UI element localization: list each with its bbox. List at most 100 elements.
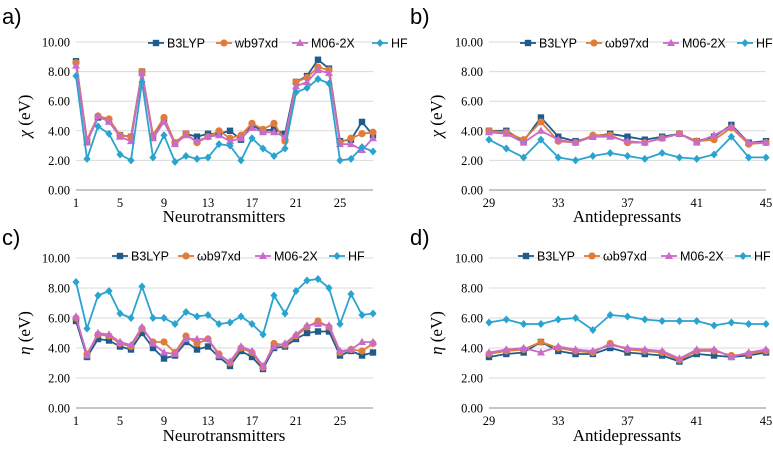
data-point	[303, 321, 311, 329]
data-point	[204, 153, 212, 162]
data-point	[248, 123, 256, 131]
legend-swatch-marker	[152, 39, 160, 47]
series-HF	[72, 72, 377, 166]
y-axis-unit: (eV)	[427, 311, 446, 342]
y-tick-label: 2.00	[461, 154, 483, 168]
data-point	[303, 329, 311, 337]
data-point	[138, 68, 146, 77]
data-point	[72, 312, 80, 320]
legend-label: HF	[754, 250, 771, 264]
data-point	[149, 314, 157, 322]
legend-swatch-marker	[590, 39, 598, 47]
data-point	[160, 131, 168, 140]
data-point	[127, 314, 135, 322]
data-point	[589, 151, 597, 160]
data-point	[693, 154, 701, 163]
data-point	[105, 117, 113, 125]
data-point	[588, 346, 597, 354]
data-point	[358, 118, 366, 126]
data-point	[193, 334, 201, 342]
y-tick-label: 6.00	[48, 312, 70, 326]
data-point	[554, 135, 563, 143]
data-point	[248, 119, 256, 127]
series-line	[75, 316, 373, 367]
x-tick-label: 5	[117, 414, 123, 428]
data-point	[369, 349, 377, 356]
panel-letter: d)	[410, 225, 430, 250]
series-HF	[485, 311, 770, 334]
legend-label: B3LYP	[539, 37, 577, 51]
data-point	[325, 68, 333, 77]
data-point	[281, 144, 289, 153]
data-point	[710, 345, 719, 353]
data-point	[554, 153, 562, 162]
data-point	[72, 72, 80, 81]
data-point	[347, 154, 355, 163]
y-axis-unit: (eV)	[427, 95, 446, 126]
data-point	[259, 361, 267, 369]
data-point	[536, 126, 545, 134]
data-point	[347, 139, 355, 148]
data-point	[127, 340, 135, 348]
y-axis-label: η (eV)	[15, 311, 34, 355]
data-point	[171, 349, 179, 357]
data-point	[347, 345, 355, 353]
data-point	[270, 151, 278, 160]
data-point	[94, 335, 102, 343]
data-point	[520, 153, 528, 162]
data-point	[624, 133, 631, 140]
x-tick-label: 29	[483, 196, 496, 210]
x-tick-label: 33	[552, 196, 565, 210]
legend-label: B3LYP	[167, 37, 205, 51]
series-HF	[485, 132, 770, 165]
data-point	[281, 309, 289, 318]
data-point	[138, 282, 146, 291]
x-axis-label: Antidepressants	[573, 207, 682, 226]
data-point	[762, 138, 770, 146]
data-point	[160, 355, 168, 362]
data-point	[571, 345, 580, 353]
legend-swatch-marker	[296, 38, 304, 46]
legend-swatch-marker	[741, 39, 749, 47]
data-point	[204, 132, 212, 140]
data-point	[325, 321, 333, 329]
data-point	[248, 134, 256, 143]
data-point	[248, 346, 256, 354]
data-point	[171, 320, 179, 328]
data-point	[485, 318, 493, 327]
data-point	[358, 143, 366, 152]
data-point	[105, 129, 113, 138]
data-point	[519, 138, 528, 146]
legend: B3LYP ωb97xd M06-2X HF	[112, 250, 365, 264]
legend-swatch-marker	[220, 39, 228, 47]
x-tick-label: 5	[117, 196, 123, 210]
data-point	[72, 278, 80, 286]
data-point	[303, 276, 311, 285]
data-point	[762, 345, 770, 353]
data-point	[226, 141, 234, 150]
y-tick-label: 0.00	[461, 402, 483, 416]
data-point	[485, 128, 493, 136]
data-point	[727, 352, 736, 360]
data-point	[83, 351, 91, 359]
data-point	[204, 334, 212, 342]
y-tick-label: 2.00	[48, 372, 70, 386]
data-point	[215, 320, 223, 328]
data-point	[745, 153, 753, 162]
data-point	[537, 320, 545, 328]
data-point	[606, 149, 614, 157]
data-point	[347, 290, 355, 298]
data-point	[116, 309, 124, 318]
y-axis-unit: (eV)	[15, 95, 34, 126]
data-point	[116, 337, 124, 345]
data-point	[537, 114, 545, 121]
data-point	[138, 329, 146, 337]
data-point	[259, 128, 267, 136]
data-point	[675, 129, 684, 137]
data-point	[571, 314, 580, 322]
x-tick-label: 41	[691, 414, 704, 428]
data-point	[658, 317, 666, 325]
data-point	[658, 134, 667, 142]
x-tick-label: 1	[73, 414, 79, 428]
